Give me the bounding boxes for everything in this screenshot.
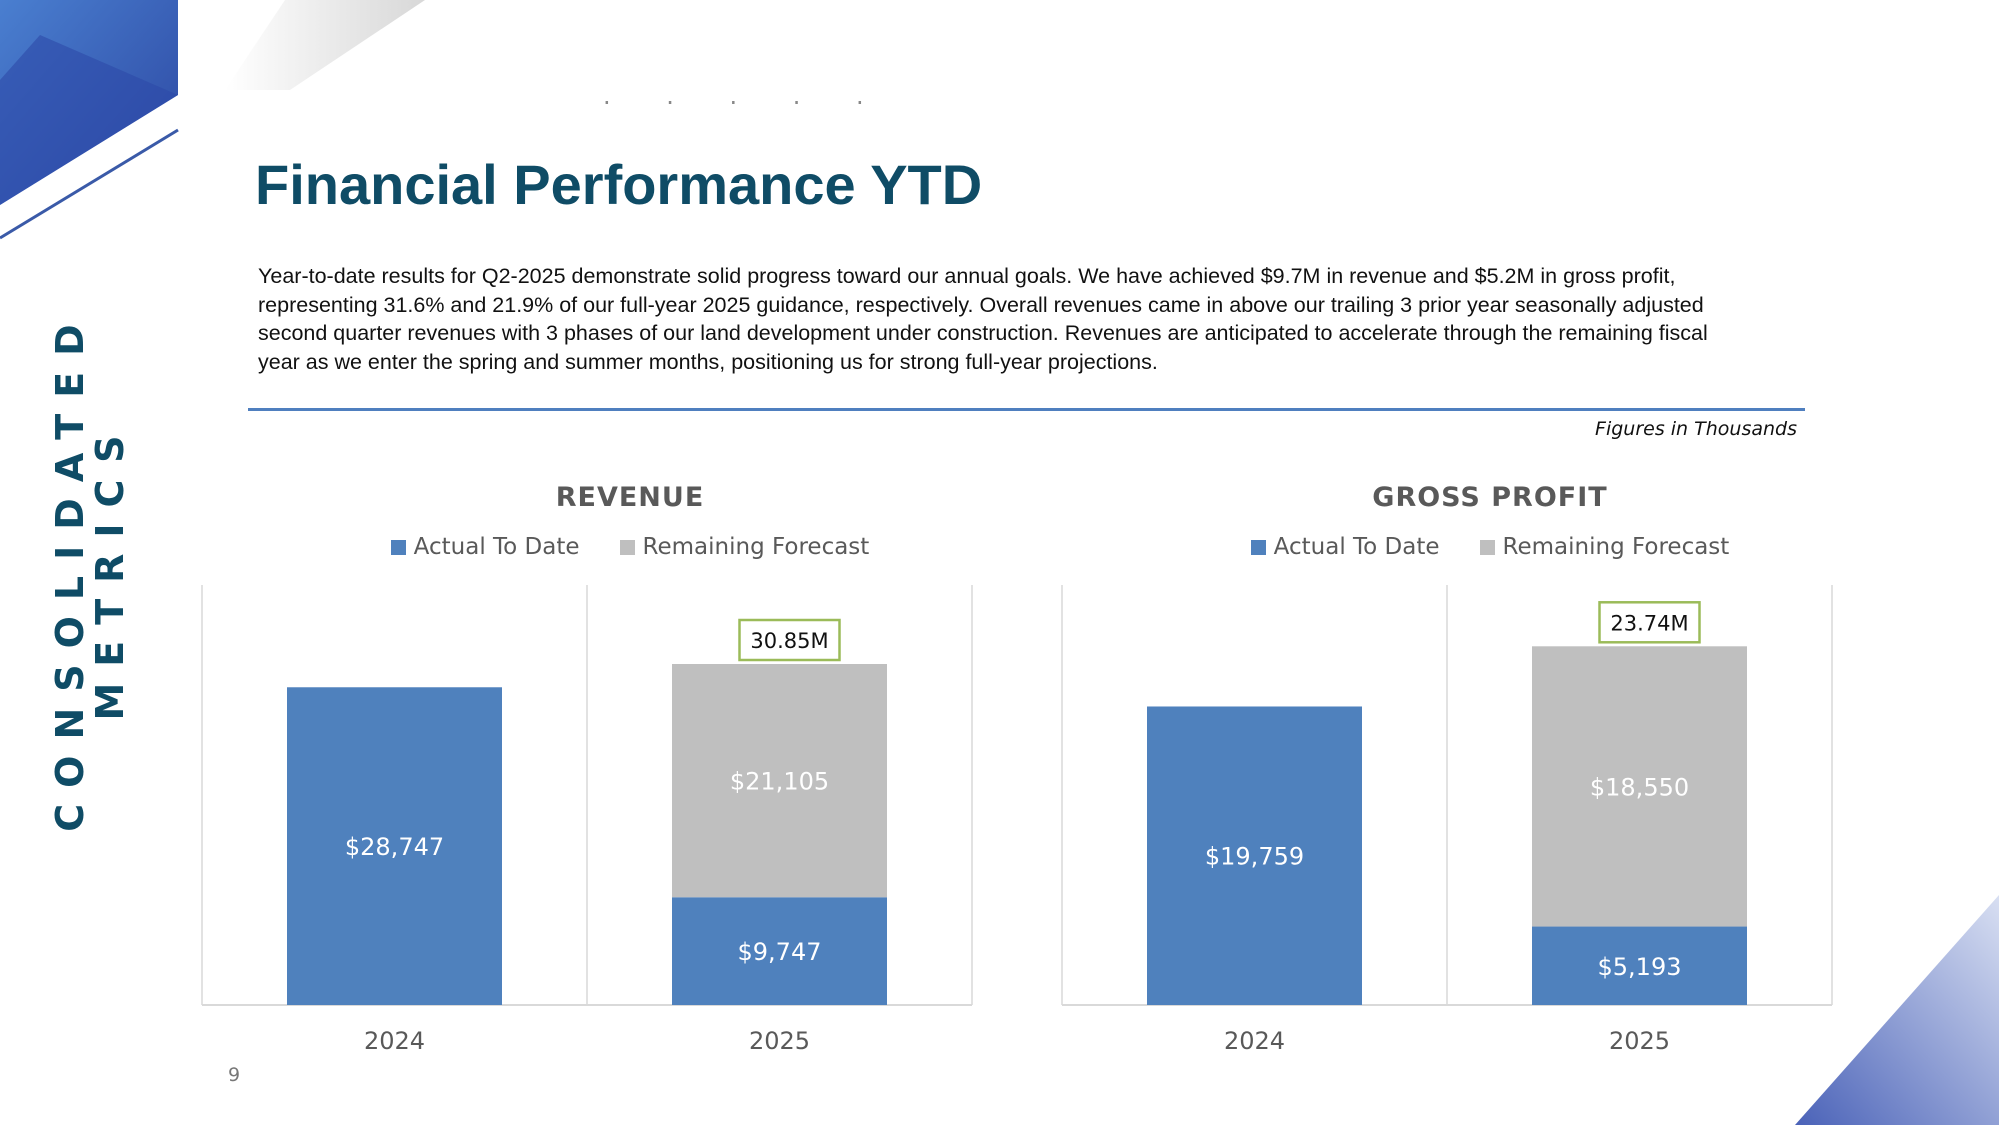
bar-actual-2024 xyxy=(1147,706,1362,1005)
data-label-forecast-2025: $18,550 xyxy=(1590,773,1689,801)
chart-legend: Actual To Date Remaining Forecast xyxy=(190,534,1070,560)
chart-title: REVENUE xyxy=(555,482,705,513)
data-label-actual-2025: $9,747 xyxy=(738,938,822,966)
gross-profit-plot: $19,759 2024 $5,193 $18,550 2025 23.74M xyxy=(1061,585,1833,1055)
bottom-right-corner-shape xyxy=(1795,895,1999,1125)
revenue-chart: REVENUE Actual To Date Remaining Forecas… xyxy=(190,470,1070,1070)
x-tick-label-2025: 2025 xyxy=(749,1027,810,1055)
top-left-dark-shape xyxy=(0,35,178,205)
legend-label-forecast: Remaining Forecast xyxy=(1502,534,1730,560)
legend-item-forecast: Remaining Forecast xyxy=(1479,534,1730,560)
total-label-box xyxy=(1598,601,1701,644)
data-label-actual-2024: $19,759 xyxy=(1205,843,1304,871)
legend-item-forecast: Remaining Forecast xyxy=(619,534,870,560)
bar-forecast-2025 xyxy=(672,664,887,898)
total-label: 30.85M xyxy=(750,629,828,653)
figures-note: Figures in Thousands xyxy=(1595,418,1797,440)
page-number: 9 xyxy=(228,1064,241,1086)
legend-item-actual: Actual To Date xyxy=(1250,534,1440,560)
chart-legend: Actual To Date Remaining Forecast xyxy=(1050,534,1930,560)
bar-forecast-2025 xyxy=(1532,646,1747,927)
legend-swatch-actual xyxy=(390,539,406,555)
x-tick-label-2025: 2025 xyxy=(1609,1027,1670,1055)
x-tick-label-2024: 2024 xyxy=(1224,1027,1285,1055)
section-label-vertical: CONSOLIDATED METRICS xyxy=(48,308,132,832)
chart-title: GROSS PROFIT xyxy=(1372,482,1608,513)
data-label-actual-2025: $5,193 xyxy=(1598,953,1682,981)
top-gray-stripe xyxy=(225,0,425,90)
legend-label-forecast: Remaining Forecast xyxy=(642,534,870,560)
bar-actual-2025 xyxy=(1532,926,1747,1005)
legend-swatch-actual xyxy=(1250,539,1266,555)
total-label-box xyxy=(738,618,841,662)
total-label: 23.74M xyxy=(1610,611,1688,635)
legend-swatch-forecast xyxy=(1479,539,1495,555)
x-tick-label-2024: 2024 xyxy=(364,1027,425,1055)
legend-swatch-forecast xyxy=(619,539,635,555)
top-left-accent-line xyxy=(0,128,179,240)
data-label-actual-2024: $28,747 xyxy=(345,833,444,861)
data-label-forecast-2025: $21,105 xyxy=(730,768,829,796)
page-title: Financial Performance YTD xyxy=(255,153,983,216)
legend-label-actual: Actual To Date xyxy=(413,534,580,560)
legend-item-actual: Actual To Date xyxy=(390,534,580,560)
decorative-dots: . . . . . xyxy=(603,82,888,110)
revenue-plot: $28,747 2024 $9,747 $21,105 2025 30.85M xyxy=(201,585,973,1055)
bar-actual-2024 xyxy=(287,687,502,1005)
summary-paragraph: Year-to-date results for Q2-2025 demonst… xyxy=(258,264,1708,374)
bar-actual-2025 xyxy=(672,897,887,1005)
legend-label-actual: Actual To Date xyxy=(1273,534,1440,560)
gross-profit-chart: GROSS PROFIT Actual To Date Remaining Fo… xyxy=(1050,470,1930,1070)
divider-line xyxy=(248,408,1805,411)
